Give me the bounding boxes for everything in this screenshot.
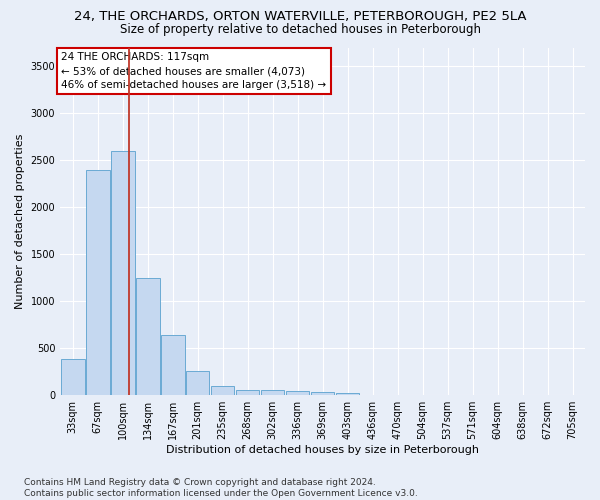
Bar [111, 151, 134, 395]
Text: 24, THE ORCHARDS, ORTON WATERVILLE, PETERBOROUGH, PE2 5LA: 24, THE ORCHARDS, ORTON WATERVILLE, PETE… [74, 10, 526, 23]
Bar [61, 358, 85, 395]
Bar [186, 371, 209, 395]
Text: Size of property relative to detached houses in Peterborough: Size of property relative to detached ho… [119, 22, 481, 36]
Y-axis label: Number of detached properties: Number of detached properties [15, 134, 25, 309]
Bar [136, 278, 160, 395]
Bar [336, 394, 359, 395]
Bar [161, 335, 185, 395]
Bar [286, 392, 310, 395]
Bar [236, 390, 259, 395]
Bar [211, 386, 235, 395]
Text: 24 THE ORCHARDS: 117sqm
← 53% of detached houses are smaller (4,073)
46% of semi: 24 THE ORCHARDS: 117sqm ← 53% of detache… [61, 52, 326, 90]
X-axis label: Distribution of detached houses by size in Peterborough: Distribution of detached houses by size … [166, 445, 479, 455]
Text: Contains HM Land Registry data © Crown copyright and database right 2024.
Contai: Contains HM Land Registry data © Crown c… [24, 478, 418, 498]
Bar [261, 390, 284, 395]
Bar [86, 170, 110, 395]
Bar [311, 392, 334, 395]
